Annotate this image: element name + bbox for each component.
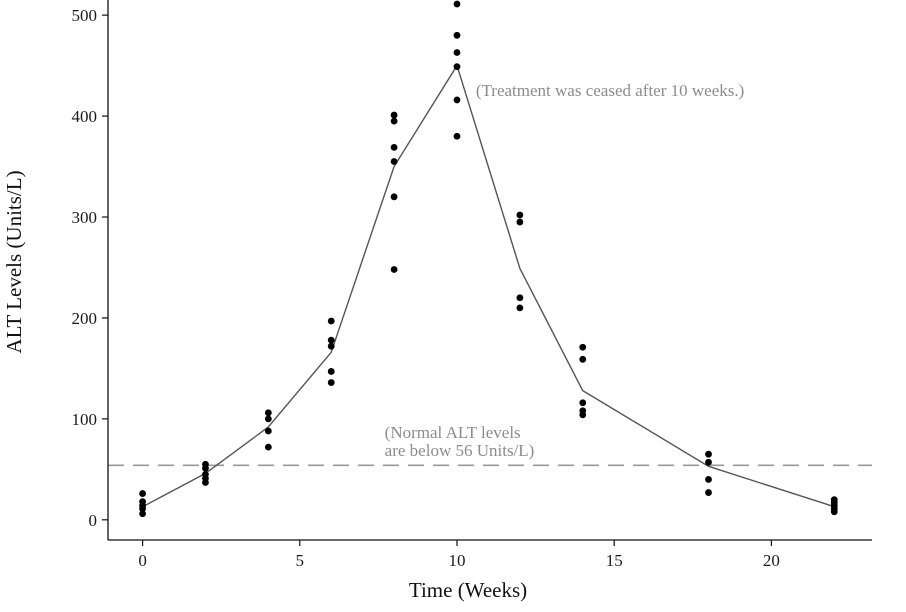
data-point [516, 218, 524, 226]
plot-area [108, 0, 872, 518]
chart-annotation: (Treatment was ceased after 10 weeks.) [476, 81, 744, 100]
data-point [453, 31, 461, 39]
data-point [390, 158, 398, 165]
annotations: (Treatment was ceased after 10 weeks.) (N… [385, 81, 745, 460]
data-point [579, 355, 587, 363]
annotation-line: are below 56 Units/L) [385, 441, 535, 460]
chart-annotation: (Normal ALT levels are below 56 Units/L) [385, 423, 535, 460]
data-point [705, 450, 712, 458]
y-tick-label: 300 [72, 208, 98, 227]
annotation-line: (Treatment was ceased after 10 weeks.) [476, 81, 744, 100]
data-point [327, 368, 335, 375]
data-point [327, 317, 335, 325]
data-point [453, 63, 461, 71]
data-point [579, 411, 587, 419]
data-point [830, 508, 838, 516]
data-point [390, 111, 398, 119]
data-point [453, 0, 461, 8]
data-point [390, 193, 398, 201]
data-point [202, 464, 209, 472]
data-point [705, 458, 712, 466]
y-tick-label: 0 [89, 511, 98, 530]
x-tick-label: 0 [138, 551, 147, 570]
y-tick-label: 100 [72, 410, 98, 429]
data-point [264, 409, 272, 417]
data-point [453, 96, 461, 104]
data-point [327, 336, 335, 344]
data-point [516, 294, 524, 302]
data-point [139, 490, 146, 497]
data-point [390, 117, 398, 125]
y-tick-label: 400 [72, 107, 98, 126]
x-tick-label: 20 [763, 551, 780, 570]
mean-trend-line [142, 63, 835, 508]
data-point [453, 49, 461, 56]
data-point [516, 211, 524, 219]
data-point [264, 443, 272, 451]
data-point [579, 343, 587, 351]
x-axis-title: Time (Weeks) [409, 578, 527, 602]
data-point [390, 266, 398, 273]
data-point [327, 379, 335, 386]
data-point [202, 479, 209, 486]
y-tick-label: 500 [72, 6, 98, 25]
data-point [705, 489, 712, 496]
data-point [327, 342, 335, 350]
data-point [453, 132, 461, 140]
x-tick-label: 10 [448, 551, 465, 570]
annotation-line: (Normal ALT levels [385, 423, 521, 442]
y-axis-title: ALT Levels (Units/L) [2, 170, 26, 353]
data-point [390, 143, 398, 151]
y-tick-label: 200 [72, 309, 98, 328]
data-point [139, 505, 146, 513]
x-tick-label: 15 [606, 551, 623, 570]
x-tick-label: 5 [296, 551, 305, 570]
data-point [579, 399, 587, 407]
data-point [516, 304, 524, 312]
data-point [264, 415, 272, 423]
data-point [705, 476, 712, 483]
data-point [139, 510, 146, 518]
data-point [264, 427, 272, 435]
axes [107, 0, 872, 541]
